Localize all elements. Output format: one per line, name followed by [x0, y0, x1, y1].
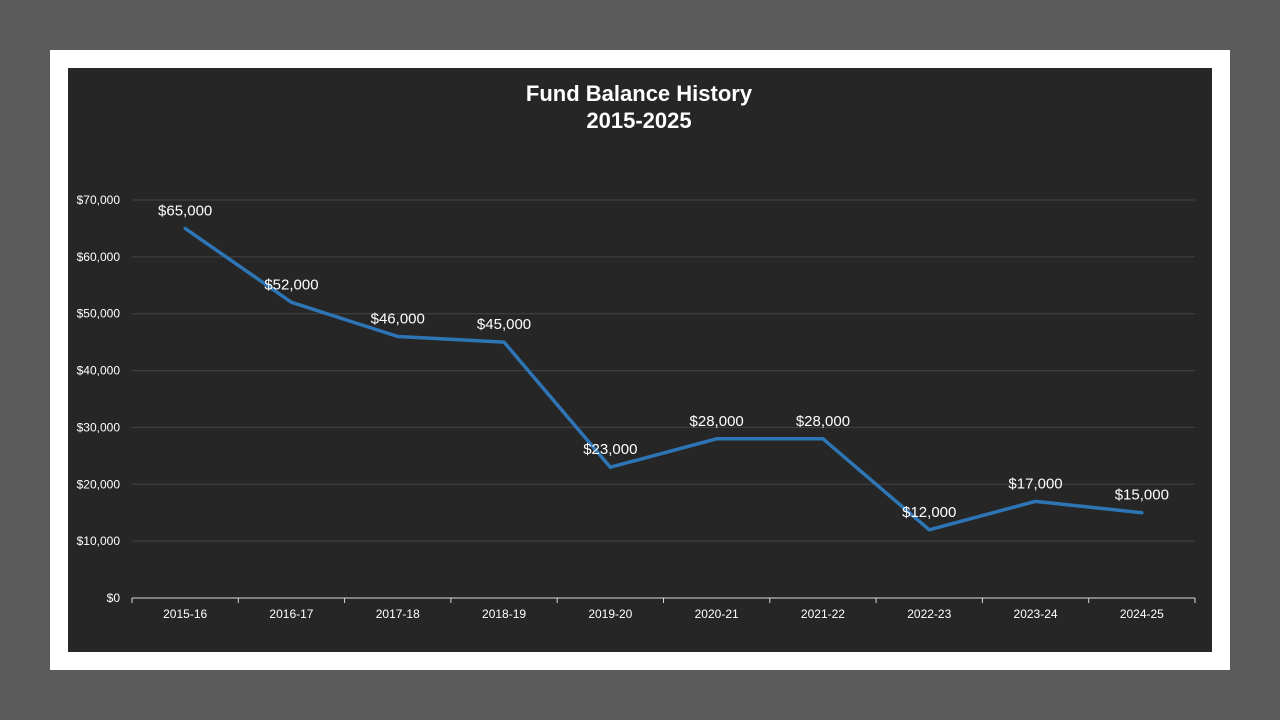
data-point [1140, 511, 1144, 515]
x-axis-tick-labels: 2015-16 2016-17 2017-18 2018-19 2019-20 2020-… [163, 607, 1164, 621]
x-axis [131, 597, 1196, 603]
data-point [396, 334, 400, 338]
chart-frame [50, 50, 1230, 670]
data-point [289, 300, 293, 304]
y-tick-label: $70,000 [77, 193, 121, 207]
x-tick-label: 2020-21 [695, 607, 739, 621]
data-label: $46,000 [371, 310, 425, 327]
data-point [927, 528, 931, 532]
data-label: $12,000 [902, 504, 956, 521]
x-tick-label: 2022-23 [907, 607, 951, 621]
y-tick-label: $60,000 [77, 250, 121, 264]
y-axis-tick-labels: $0 $10,000 $20,000 $30,000 $40,000 $50,000 $60… [77, 193, 121, 605]
x-tick-label: 2024-25 [1120, 607, 1164, 621]
data-point [183, 226, 187, 230]
data-point [821, 437, 825, 441]
y-tick-label: $40,000 [77, 364, 121, 378]
x-tick-label: 2023-24 [1014, 607, 1058, 621]
y-tick-label: $0 [107, 591, 121, 605]
data-label: $45,000 [477, 316, 531, 333]
gridlines [132, 199, 1195, 542]
chart-subtitle: 2015-2025 [586, 108, 691, 133]
data-point [715, 437, 719, 441]
x-tick-label: 2016-17 [269, 607, 313, 621]
data-label: $28,000 [690, 413, 744, 430]
data-label: $15,000 [1115, 487, 1169, 504]
series-line-path [183, 226, 1144, 532]
x-tick-label: 2019-20 [588, 607, 632, 621]
x-tick-label: 2015-16 [163, 607, 207, 621]
data-label: $23,000 [583, 441, 637, 458]
series-line [183, 226, 1144, 532]
y-tick-label: $50,000 [77, 307, 121, 321]
data-point [608, 465, 612, 469]
data-label: $17,000 [1008, 475, 1062, 492]
y-tick-label: $10,000 [77, 534, 121, 548]
data-label: $52,000 [264, 276, 318, 293]
chart-area [68, 68, 1212, 652]
x-tick-label: 2017-18 [376, 607, 420, 621]
y-tick-label: $30,000 [77, 420, 121, 434]
data-label: $28,000 [796, 413, 850, 430]
data-point [502, 340, 506, 344]
data-point [1034, 499, 1038, 503]
x-tick-label: 2021-22 [801, 607, 845, 621]
y-tick-label: $20,000 [77, 477, 121, 491]
data-labels: $65,000 $52,000 $46,000 $45,000 $23,000 $28,0… [158, 202, 1169, 520]
chart-title: Fund Balance History [526, 81, 753, 106]
x-tick-label: 2018-19 [482, 607, 526, 621]
data-label: $65,000 [158, 202, 212, 219]
